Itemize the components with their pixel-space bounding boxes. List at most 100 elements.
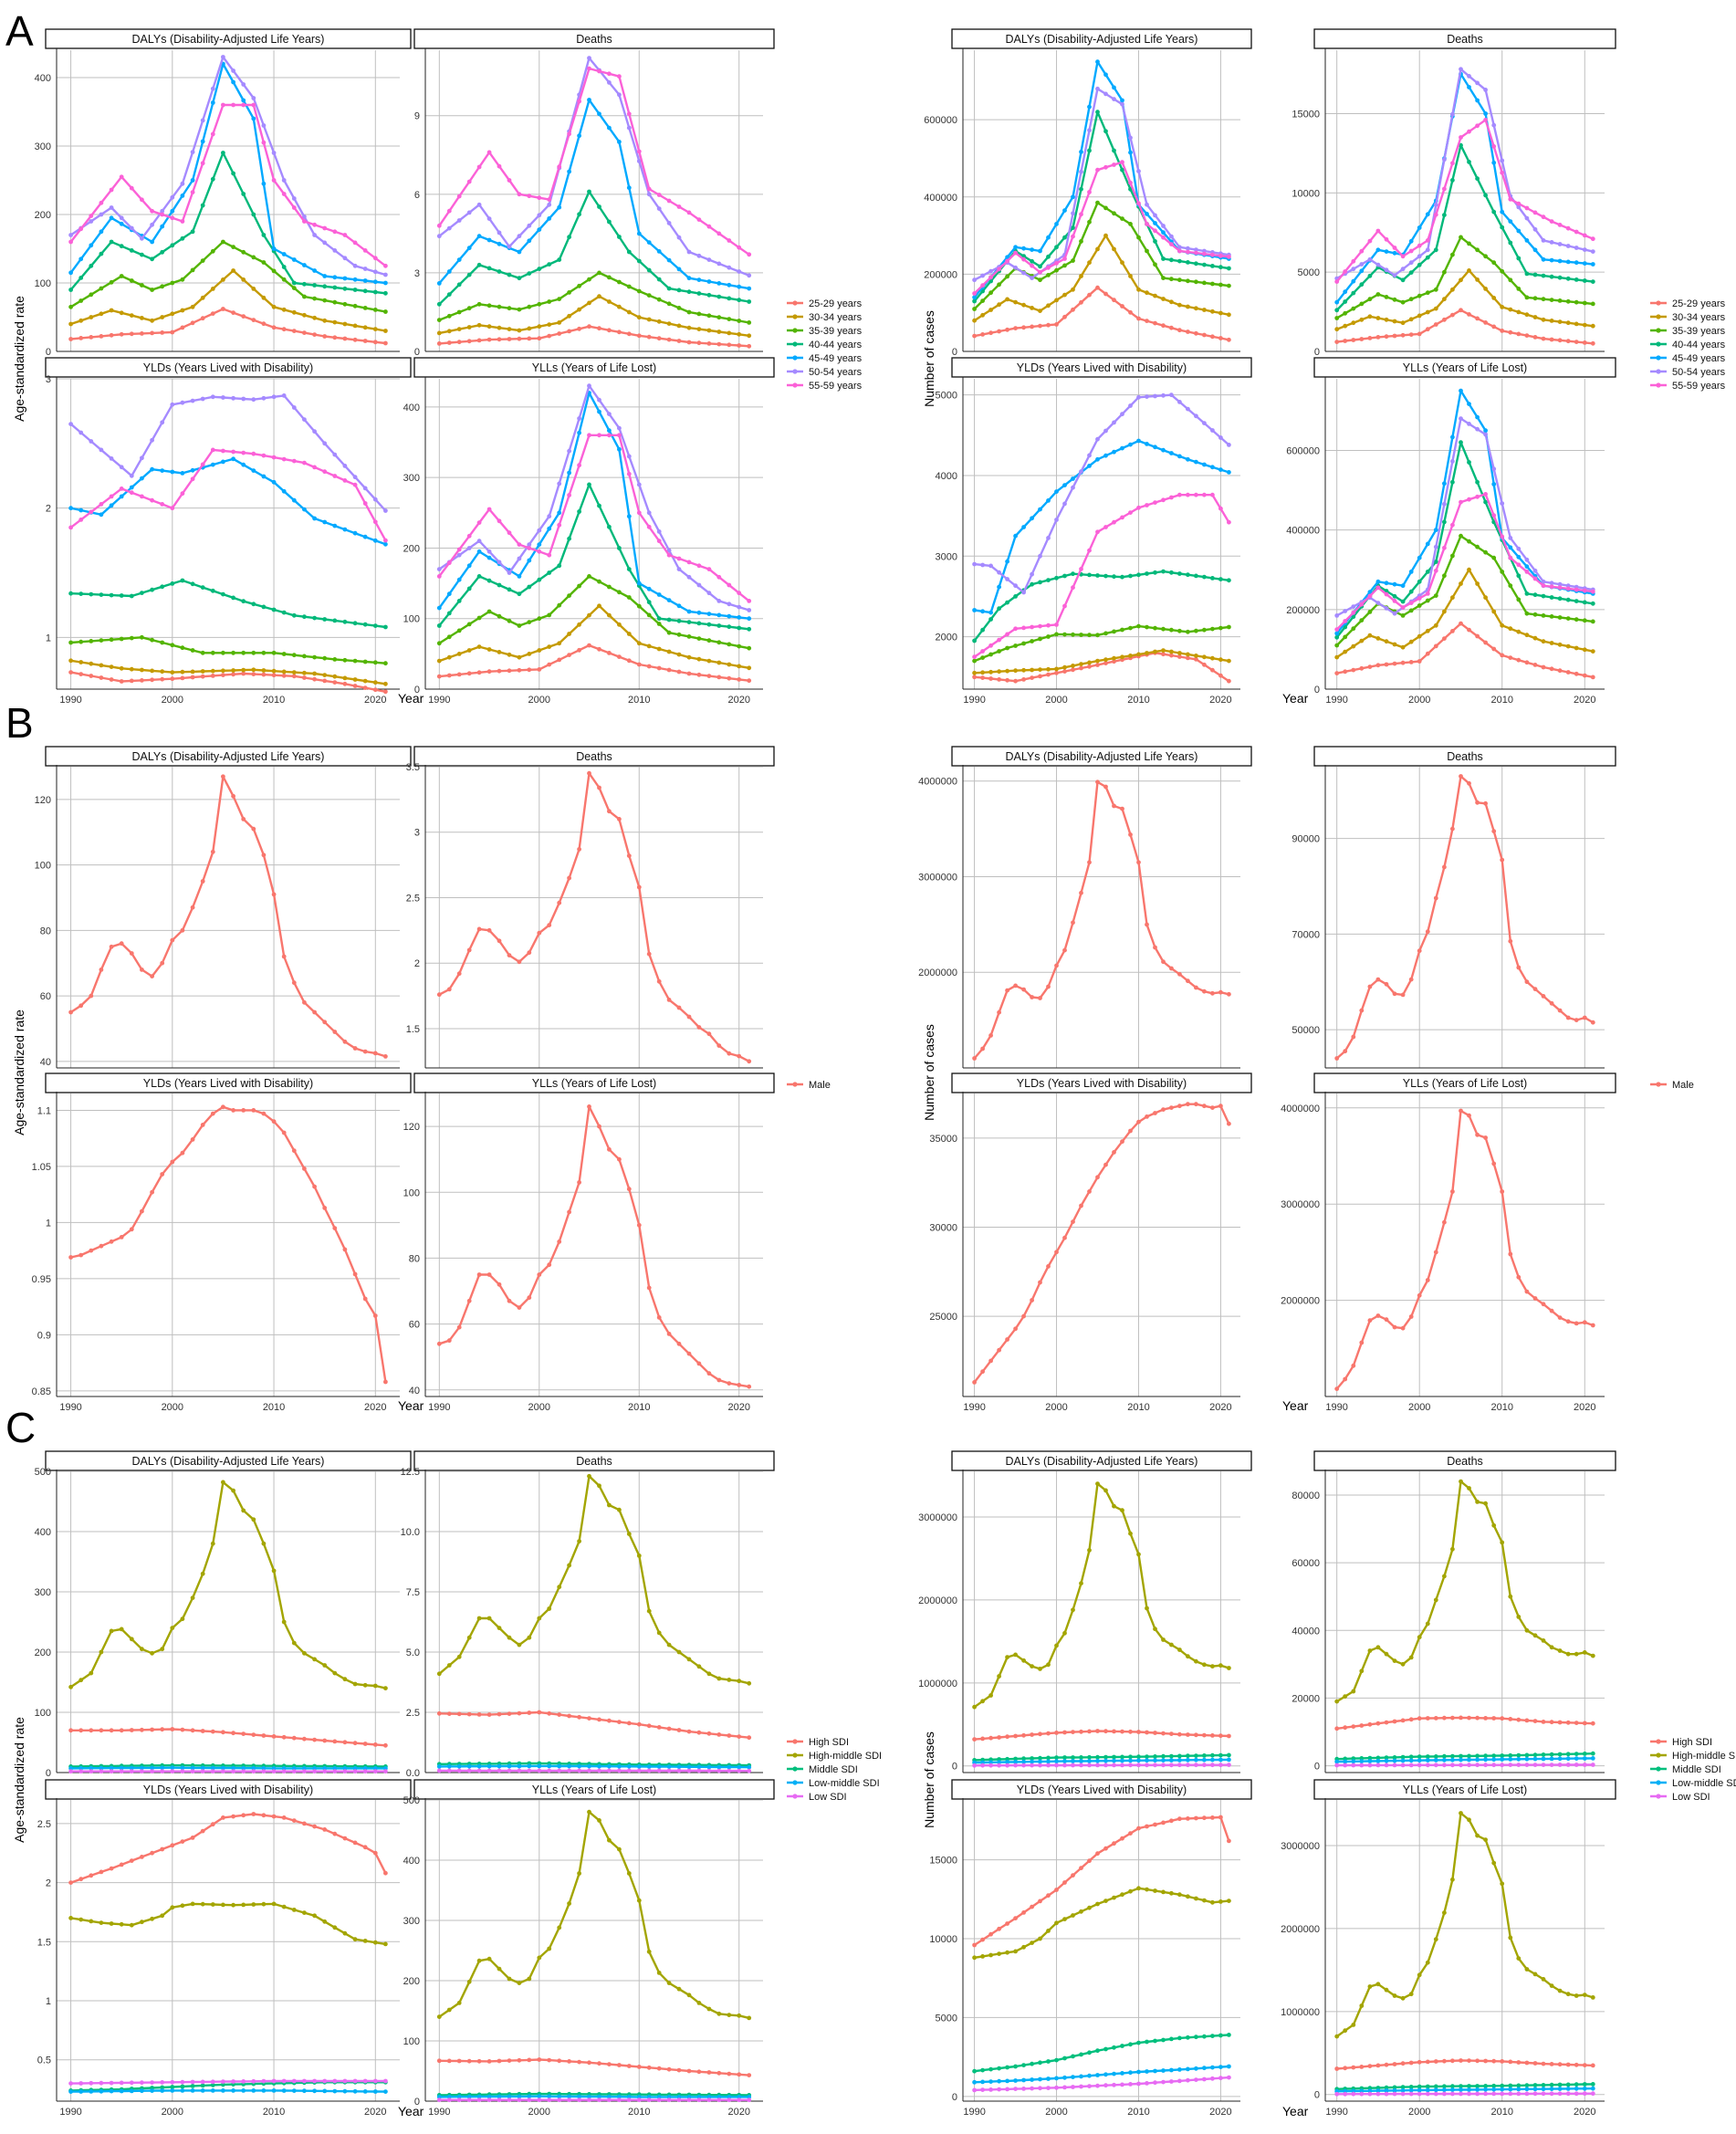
series-high-sdi — [972, 1815, 1231, 1948]
data-point — [1408, 1717, 1414, 1722]
data-point — [1367, 1759, 1373, 1763]
data-point — [362, 1769, 368, 1774]
data-point — [507, 327, 512, 331]
data-point — [251, 96, 256, 100]
data-point — [1087, 660, 1092, 665]
data-point — [1574, 645, 1579, 651]
data-point — [78, 2081, 84, 2086]
data-point — [1508, 1251, 1513, 1257]
data-point — [322, 678, 328, 684]
data-point — [210, 1541, 215, 1546]
data-point — [980, 298, 985, 303]
data-point — [537, 528, 542, 533]
data-point — [617, 279, 622, 285]
data-point — [109, 494, 114, 499]
y-tick-label: 3 — [46, 374, 51, 385]
data-point — [567, 1901, 571, 1906]
series-40-44-years — [1334, 440, 1595, 640]
data-point — [537, 1768, 542, 1773]
series-line — [70, 2089, 386, 2093]
data-point — [200, 295, 205, 300]
data-point — [716, 1768, 722, 1773]
data-point — [1557, 319, 1563, 324]
data-point — [342, 675, 348, 681]
series-high-sdi — [68, 1727, 388, 1748]
data-point — [1367, 590, 1373, 594]
data-point — [1128, 510, 1133, 515]
series-line — [439, 1710, 749, 1739]
data-point — [160, 1765, 165, 1771]
data-point — [587, 2097, 591, 2103]
data-point — [190, 581, 195, 587]
data-point — [1079, 890, 1083, 895]
data-point — [180, 669, 185, 675]
y-tick-label: 400000 — [1286, 526, 1320, 537]
data-point — [241, 102, 246, 108]
data-point — [577, 509, 581, 514]
series-30-34-years — [972, 648, 1231, 675]
data-point — [241, 82, 246, 87]
data-point — [1557, 338, 1563, 343]
series-55-59-years — [436, 66, 752, 257]
data-point — [1532, 1756, 1538, 1762]
legend-label: Low SDI — [1672, 1792, 1710, 1803]
data-point — [1475, 494, 1480, 499]
data-point — [577, 133, 581, 139]
data-point — [1516, 546, 1522, 551]
data-point — [1194, 656, 1198, 662]
data-point — [1186, 249, 1190, 255]
data-point — [1005, 559, 1009, 564]
data-point — [1367, 2064, 1373, 2069]
data-point — [456, 257, 462, 262]
data-point — [1467, 74, 1471, 78]
data-point — [332, 248, 338, 253]
data-point — [180, 2088, 185, 2093]
data-point — [617, 1156, 622, 1162]
data-point — [1103, 129, 1108, 134]
data-point — [727, 1733, 732, 1738]
data-point — [1153, 500, 1157, 505]
data-point — [1021, 1658, 1026, 1663]
data-point — [696, 253, 702, 258]
data-point — [241, 667, 246, 673]
data-point — [1524, 979, 1530, 985]
data-point — [1557, 1720, 1563, 1725]
legend-item: 35-39 years — [787, 326, 863, 337]
data-point — [597, 2097, 601, 2103]
data-point — [1417, 313, 1422, 319]
data-point — [1351, 667, 1356, 673]
data-point — [436, 318, 442, 322]
data-point — [507, 2094, 512, 2099]
data-point — [1557, 642, 1563, 647]
data-point — [1574, 617, 1579, 622]
data-point — [1186, 1757, 1190, 1763]
data-point — [1136, 235, 1141, 240]
data-point — [1565, 276, 1571, 281]
data-point — [1112, 1729, 1116, 1734]
data-point — [1400, 277, 1406, 283]
data-point — [78, 226, 84, 232]
data-point — [507, 178, 512, 183]
data-point — [656, 646, 662, 652]
data-point — [68, 321, 73, 327]
data-point — [200, 396, 205, 402]
y-tick-label: 80 — [40, 926, 51, 936]
data-point — [507, 570, 512, 575]
data-point — [1351, 338, 1356, 342]
data-point — [190, 150, 195, 155]
data-point — [1475, 800, 1480, 805]
data-point — [1120, 160, 1124, 165]
data-point — [547, 299, 552, 304]
data-point — [78, 1003, 84, 1009]
data-point — [486, 1763, 492, 1769]
data-point — [1005, 632, 1009, 637]
data-point — [517, 623, 522, 628]
data-point — [1359, 638, 1365, 643]
data-point — [383, 1769, 388, 1774]
data-point — [1071, 1730, 1075, 1734]
y-tick-label: 15000 — [1292, 109, 1320, 120]
data-point — [1467, 2058, 1471, 2064]
data-point — [342, 619, 348, 624]
data-point — [170, 1159, 175, 1165]
y-tick-label: 40 — [40, 1057, 51, 1068]
